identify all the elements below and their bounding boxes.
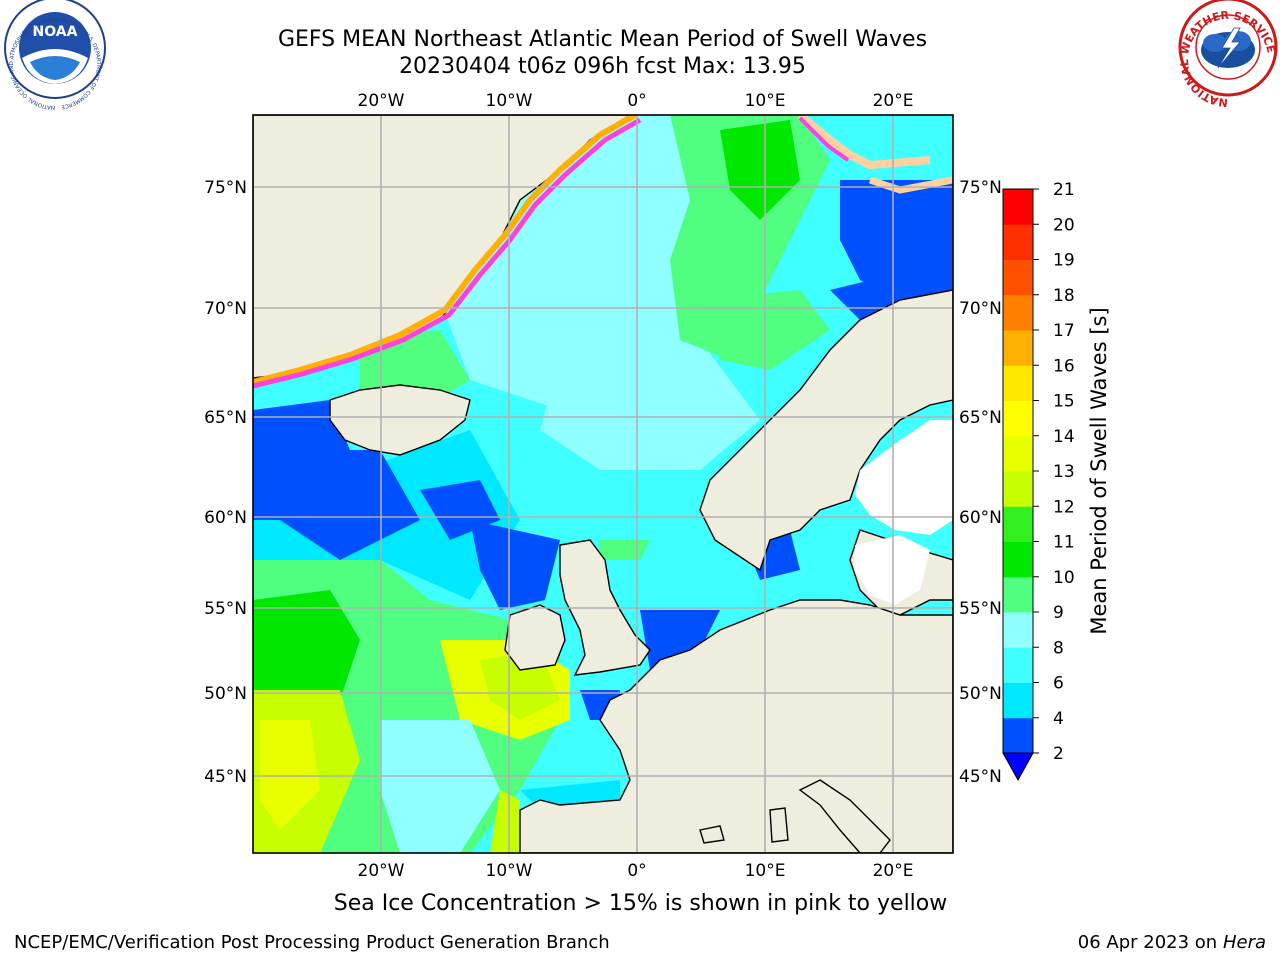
- lat-label-right: 50°N: [959, 684, 1002, 704]
- lon-label-top: 0°: [627, 91, 646, 111]
- lat-label-left: 70°N: [204, 299, 247, 319]
- footer-credit: NCEP/EMC/Verification Post Processing Pr…: [14, 932, 610, 953]
- lat-label-left: 60°N: [204, 508, 247, 528]
- lat-label-right: 75°N: [959, 178, 1002, 198]
- colorbar-tick-label: 14: [1053, 427, 1075, 447]
- colorbar-tick-label: 20: [1053, 215, 1075, 235]
- colorbar-bin: [1003, 400, 1033, 437]
- lon-label-bottom: 20°E: [873, 861, 914, 881]
- lon-label-bottom: 10°W: [486, 861, 533, 881]
- graticule: [253, 115, 953, 853]
- chart-subtitle: 20230404 t06z 096h fcst Max: 13.95: [399, 54, 806, 79]
- lat-label-left: 55°N: [204, 599, 247, 619]
- colorbar-ticks: 2 4 6 8 9 10 11 12 13 14 15 16 17 18 19 20 21: [1033, 180, 1075, 764]
- colorbar-bin: [1003, 506, 1033, 542]
- colorbar-bin: [1003, 435, 1033, 472]
- map-frame: [252, 114, 954, 854]
- lat-labels-right: 75°N 70°N 65°N 60°N 55°N 50°N 45°N: [959, 178, 1002, 787]
- colorbar-bin: [1003, 471, 1033, 507]
- lon-label-top: 10°E: [745, 91, 786, 111]
- sea-ice-band: [253, 115, 953, 389]
- footer-date-text: 06 Apr 2023 on: [1077, 932, 1218, 953]
- land-masses: [253, 115, 953, 853]
- colorbar-tick-label: 21: [1053, 180, 1075, 200]
- colorbar-tick-label: 9: [1053, 603, 1064, 623]
- lat-label-left: 45°N: [204, 767, 247, 787]
- colorbar-bin: [1003, 365, 1033, 401]
- colorbar-under-arrow: [1002, 752, 1034, 782]
- colorbar-tick-label: 6: [1053, 674, 1064, 694]
- colorbar-tick-label: 8: [1053, 638, 1064, 658]
- lat-label-right: 70°N: [959, 299, 1002, 319]
- lon-label-bottom: 20°W: [358, 861, 405, 881]
- lon-label-top: 10°W: [486, 91, 533, 111]
- lat-label-left: 65°N: [204, 408, 247, 428]
- colorbar-bin: [1003, 647, 1033, 683]
- colorbar-tick-label: 19: [1053, 251, 1075, 271]
- footer-machine: Hera: [1222, 932, 1266, 953]
- lon-label-top: 20°W: [358, 91, 405, 111]
- colorbar-tick-label: 17: [1053, 321, 1075, 341]
- colorbar-bin: [1003, 259, 1033, 296]
- colorbar-bin: [1003, 612, 1033, 648]
- colorbar-tick-label: 16: [1053, 356, 1075, 376]
- colorbar-bin: [1003, 189, 1033, 225]
- lon-label-bottom: 0°: [627, 861, 646, 881]
- colorbar-bin: [1003, 294, 1033, 331]
- colorbar-tick-label: 18: [1053, 286, 1075, 306]
- lat-label-right: 60°N: [959, 508, 1002, 528]
- colorbar-bins: [1003, 189, 1033, 754]
- nws-logo: NATIONAL WEATHER SERVICE: [1178, 0, 1278, 109]
- lon-labels-bottom: 20°W 10°W 0° 10°E 20°E: [358, 861, 914, 881]
- footer-date: 06 Apr 2023 on Hera: [1078, 932, 1266, 953]
- lat-label-left: 75°N: [204, 178, 247, 198]
- colorbar-tick-label: 10: [1053, 568, 1075, 588]
- colorbar-tick-label: 4: [1053, 709, 1064, 729]
- lat-label-right: 55°N: [959, 599, 1002, 619]
- chart-title: GEFS MEAN Northeast Atlantic Mean Period…: [277, 27, 928, 52]
- colorbar-tick-label: 11: [1053, 533, 1075, 553]
- lat-label-right: 45°N: [959, 767, 1002, 787]
- colorbar-tick-label: 2: [1053, 744, 1064, 764]
- lat-labels-left: 75°N 70°N 65°N 60°N 55°N 50°N 45°N: [204, 178, 247, 787]
- colorbar: 2 4 6 8 9 10 11 12 13 14 15 16 17 18 19 20 21 Mean Perio…: [1002, 180, 1111, 782]
- noaa-logo: NOAA NATIONAL OCEANIC AND ATMOSPHERIC AD…: [4, 0, 106, 110]
- colorbar-bin: [1003, 541, 1033, 578]
- lon-label-top: 20°E: [873, 91, 914, 111]
- colorbar-label: Mean Period of Swell Waves [s]: [1087, 307, 1111, 634]
- colorbar-tick-label: 15: [1053, 392, 1075, 412]
- lon-label-bottom: 10°E: [745, 861, 786, 881]
- colorbar-tick-label: 13: [1053, 462, 1075, 482]
- colorbar-bin: [1003, 576, 1033, 613]
- lon-labels-top: 20°W 10°W 0° 10°E 20°E: [358, 91, 914, 111]
- colorbar-bin: [1003, 682, 1033, 719]
- colorbar-bin: [1003, 717, 1033, 754]
- colorbar-bin: [1003, 224, 1033, 260]
- noaa-logo-text: NOAA: [33, 24, 78, 40]
- lat-label-left: 50°N: [204, 684, 247, 704]
- lat-label-right: 65°N: [959, 408, 1002, 428]
- colorbar-bin: [1003, 330, 1033, 366]
- colorbar-tick-label: 12: [1053, 497, 1075, 517]
- sea-ice-note: Sea Ice Concentration > 15% is shown in …: [333, 891, 948, 916]
